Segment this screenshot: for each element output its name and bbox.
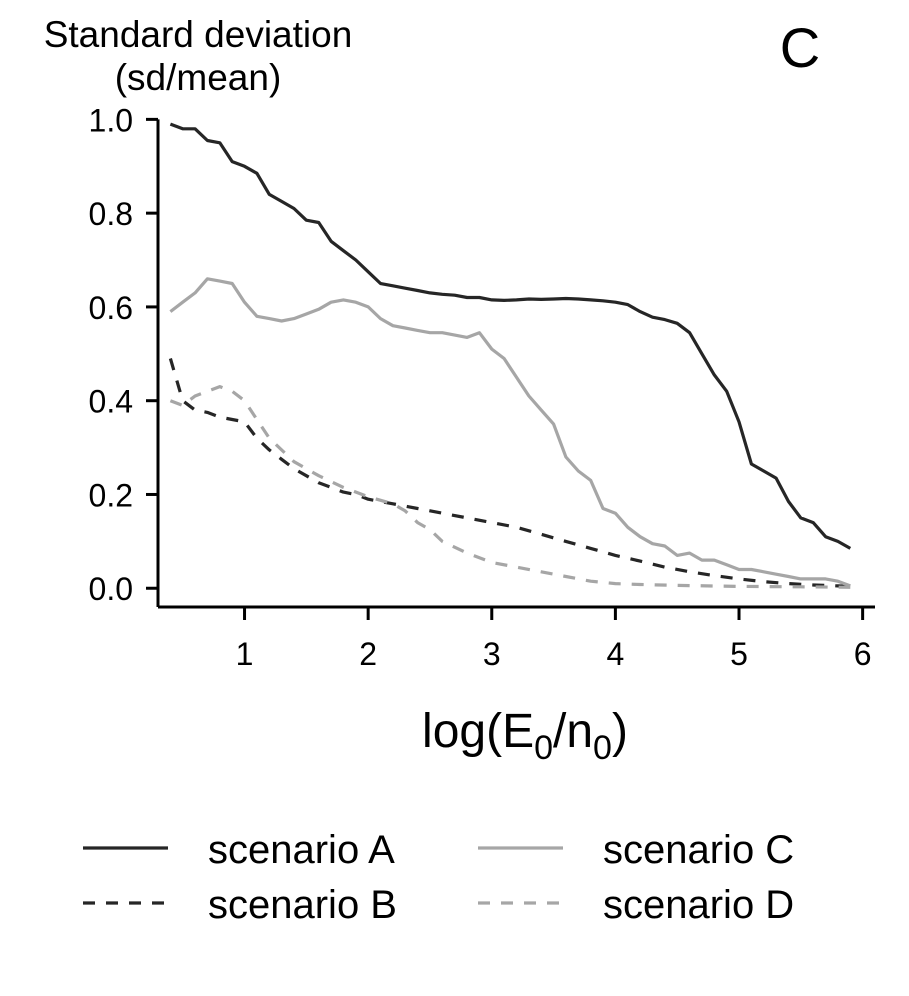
y-axis-title-line1: Standard deviation [44, 14, 353, 55]
x-axis-title-sub-e: 0 [534, 729, 553, 767]
x-tick-label: 3 [483, 636, 501, 672]
legend-label-scenario-a: scenario A [208, 828, 395, 872]
legend-label-scenario-c: scenario C [603, 828, 794, 872]
y-tick-label: 1.0 [89, 102, 133, 138]
x-tick-label: 1 [236, 636, 254, 672]
panel-label: C [780, 16, 820, 79]
plot-area: 0.0 0.2 0.4 0.6 0.8 1.0 1 2 3 4 5 6 [89, 102, 875, 672]
series-line-scenario-c [169, 277, 851, 588]
series-line-scenario-b [168, 358, 851, 588]
y-tick-label: 0.6 [89, 290, 133, 326]
y-axis-title-line2: (sd/mean) [115, 57, 282, 98]
x-axis-title: log(E0/n0) [422, 705, 628, 767]
x-tick-label: 4 [606, 636, 624, 672]
x-tick-label: 6 [854, 636, 872, 672]
legend: scenario A scenario B scenario C scenario D [83, 828, 794, 927]
y-tick-label: 0.4 [89, 384, 133, 420]
series-line-scenario-d [169, 385, 851, 589]
y-tick-label: 0.8 [89, 196, 133, 232]
y-tick-label: 0.0 [89, 571, 133, 607]
x-axis-title-sub-n: 0 [593, 729, 612, 767]
y-tick-label: 0.2 [89, 477, 133, 513]
x-tick-label: 2 [359, 636, 377, 672]
series-line-scenario-a [169, 122, 852, 550]
legend-label-scenario-d: scenario D [603, 883, 794, 927]
x-tick-label: 5 [730, 636, 748, 672]
legend-label-scenario-b: scenario B [208, 883, 397, 927]
